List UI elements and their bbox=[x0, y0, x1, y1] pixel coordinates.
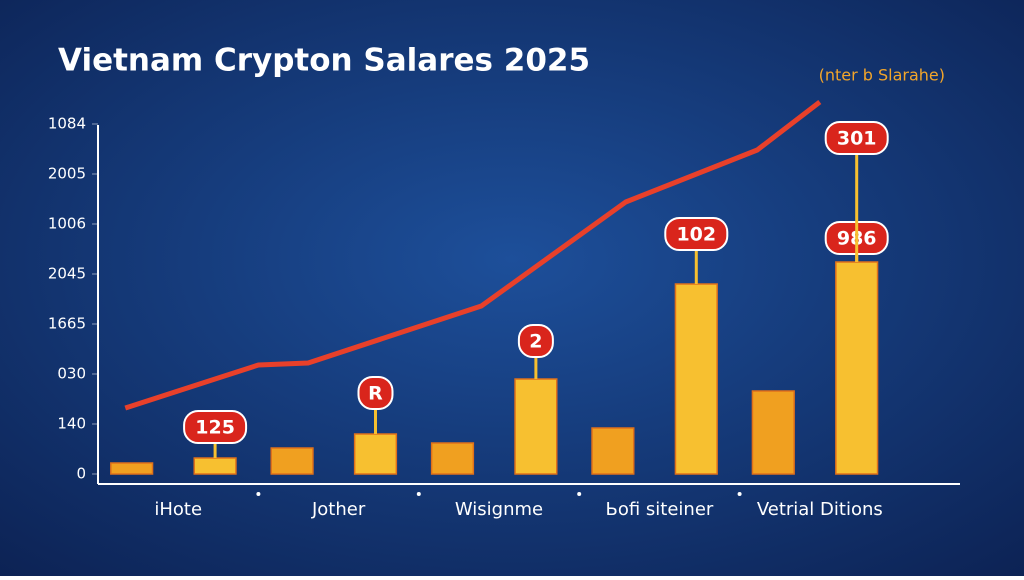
bar bbox=[591, 427, 635, 475]
annotation-badge bbox=[664, 217, 729, 251]
bar bbox=[751, 390, 795, 475]
annotation-badge bbox=[183, 410, 248, 444]
y-tick-label: 1665 bbox=[48, 315, 86, 333]
annotation-label: R bbox=[368, 383, 383, 405]
x-tick-label: Jother bbox=[311, 499, 366, 520]
annotation-badge bbox=[824, 121, 889, 155]
bar bbox=[110, 462, 154, 475]
annotation-label: 2 bbox=[529, 331, 542, 353]
y-tick-label: 1006 bbox=[48, 215, 86, 233]
chart-subtitle: (nter b Slarahe) bbox=[819, 66, 945, 85]
axis-dot bbox=[577, 492, 582, 496]
trend-line bbox=[124, 100, 822, 411]
axis-dot bbox=[256, 492, 261, 496]
x-tick-label: Wisignme bbox=[455, 499, 543, 520]
bar bbox=[193, 457, 237, 475]
annotation-label: 301 bbox=[837, 128, 877, 150]
x-tick-label: iHote bbox=[154, 499, 202, 520]
bar bbox=[270, 447, 314, 475]
annotation-badge bbox=[517, 324, 554, 358]
annotation-badge bbox=[357, 376, 394, 410]
y-tick-label: 2045 bbox=[48, 265, 86, 283]
y-tick-label: 0 bbox=[76, 465, 86, 483]
annotation-label: 125 bbox=[195, 417, 235, 439]
annotation-label: 102 bbox=[676, 224, 716, 246]
bar bbox=[430, 442, 475, 475]
axis-dot bbox=[416, 492, 421, 496]
chart-title: Vietnam Crypton Salares 2025 bbox=[58, 43, 590, 79]
bar bbox=[514, 378, 558, 475]
x-tick-label: Ьofi siteiner bbox=[605, 499, 713, 520]
y-tick-label: 2005 bbox=[48, 165, 86, 183]
axis-dot bbox=[737, 492, 742, 496]
bar bbox=[835, 261, 879, 475]
y-tick-label: 140 bbox=[57, 415, 86, 433]
bar bbox=[674, 283, 718, 475]
x-tick-label: Vetrial Ditions bbox=[757, 499, 883, 520]
bar bbox=[353, 433, 398, 475]
y-tick-label: 030 bbox=[57, 365, 86, 383]
y-tick-label: 1084 bbox=[48, 115, 86, 133]
